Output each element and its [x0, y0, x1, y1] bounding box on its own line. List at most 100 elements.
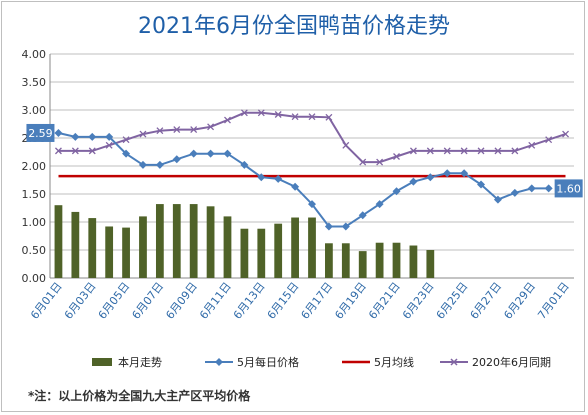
- bar: [392, 242, 401, 278]
- data-label-box: [26, 123, 55, 142]
- point-lastyear: [460, 147, 468, 155]
- legend-swatch-bars: [92, 358, 112, 366]
- point-lastyear: [173, 126, 181, 134]
- bar: [139, 216, 147, 278]
- point-daily: [544, 184, 553, 193]
- x-tick-label: 6月25日: [434, 280, 471, 322]
- y-tick-label: 3.00: [22, 104, 47, 117]
- bar: [375, 242, 384, 278]
- bar: [325, 243, 333, 278]
- point-lastyear: [477, 147, 485, 155]
- x-tick-label: 6月21日: [366, 280, 403, 322]
- point-daily: [510, 188, 519, 197]
- series-line-daily: [58, 132, 549, 228]
- y-tick-label: 1.50: [22, 188, 47, 201]
- point-lastyear: [545, 136, 553, 144]
- point-lastyear: [88, 147, 96, 155]
- point-lastyear: [122, 136, 130, 144]
- point-daily: [426, 173, 435, 182]
- legend-label-daily: 5月每日价格: [237, 356, 299, 369]
- point-daily: [443, 169, 452, 178]
- bar: [240, 228, 249, 278]
- legend-label-average: 5月均线: [374, 356, 414, 369]
- point-lastyear: [409, 147, 417, 155]
- point-daily: [172, 155, 181, 164]
- point-lastyear: [224, 116, 231, 124]
- x-tick-label: 6月23日: [400, 280, 437, 322]
- y-tick-label: 4.00: [22, 48, 47, 61]
- point-lastyear: [291, 113, 299, 121]
- point-lastyear: [54, 147, 62, 155]
- point-daily: [341, 222, 350, 231]
- bar: [155, 204, 164, 278]
- point-daily: [155, 160, 164, 169]
- point-daily: [358, 211, 367, 220]
- point-daily: [308, 200, 316, 209]
- point-lastyear: [426, 147, 434, 155]
- point-daily: [460, 169, 469, 178]
- bar: [88, 218, 97, 278]
- point-daily: [324, 222, 333, 231]
- point-lastyear: [190, 126, 198, 134]
- point-lastyear: [240, 109, 248, 117]
- legend-item-average: 5月均线: [342, 354, 414, 370]
- x-tick-label: 6月07日: [130, 280, 167, 322]
- data-label-box: [554, 179, 583, 198]
- point-lastyear: [528, 141, 536, 149]
- point-daily: [375, 200, 384, 209]
- legend-swatch-average: [342, 360, 370, 364]
- point-lastyear: [494, 147, 502, 155]
- point-lastyear: [393, 153, 400, 160]
- x-tick-label: 6月27日: [468, 280, 505, 322]
- y-tick-label: 0.00: [22, 272, 47, 285]
- legend-label-bars: 本月走势: [118, 356, 162, 369]
- y-tick-label: 2.00: [22, 160, 47, 173]
- point-lastyear: [359, 158, 367, 166]
- point-daily: [105, 132, 114, 141]
- chart-legend: 本月走势 5月每日价格 5月均线 2020年6月同期: [0, 354, 588, 374]
- x-tick-label: 6月11日: [197, 280, 234, 322]
- point-daily: [527, 184, 536, 193]
- legend-item-lastyear: 2020年6月同期: [440, 354, 551, 370]
- x-tick-label: 6月29日: [501, 280, 538, 322]
- point-daily: [206, 149, 215, 158]
- legend-item-daily: 5月每日价格: [205, 354, 299, 370]
- point-lastyear: [376, 158, 384, 166]
- point-lastyear: [257, 109, 265, 117]
- legend-swatch-daily: [205, 358, 233, 366]
- point-daily: [392, 187, 401, 196]
- point-lastyear: [139, 130, 147, 138]
- legend-swatch-lastyear: [440, 358, 468, 366]
- data-label-text: 1.60: [556, 182, 581, 195]
- bar: [223, 216, 232, 278]
- legend-label-lastyear: 2020年6月同期: [472, 356, 551, 369]
- point-daily: [189, 149, 198, 158]
- point-daily: [257, 173, 266, 182]
- x-tick-label: 6月17日: [299, 280, 336, 322]
- point-daily: [88, 132, 97, 141]
- point-lastyear: [443, 147, 451, 155]
- legend-item-bars: 本月走势: [92, 354, 162, 370]
- point-lastyear: [308, 113, 316, 121]
- point-daily: [138, 160, 147, 169]
- bar: [172, 204, 181, 278]
- series-line-lastyear: [58, 111, 566, 164]
- point-daily: [122, 149, 131, 158]
- point-lastyear: [325, 113, 333, 121]
- bar: [71, 211, 80, 278]
- point-daily: [274, 174, 283, 183]
- bar: [341, 243, 350, 278]
- bar: [54, 205, 63, 278]
- point-daily: [223, 149, 232, 158]
- data-label: 2.59: [26, 123, 55, 142]
- point-lastyear: [207, 123, 215, 131]
- x-tick-label: 6月13日: [231, 280, 268, 322]
- x-tick-label: 6月19日: [332, 280, 369, 322]
- data-label-text: 2.59: [28, 127, 53, 140]
- bar: [308, 217, 316, 278]
- y-tick-label: 3.50: [22, 76, 47, 89]
- point-lastyear: [274, 111, 282, 118]
- point-daily: [409, 177, 418, 186]
